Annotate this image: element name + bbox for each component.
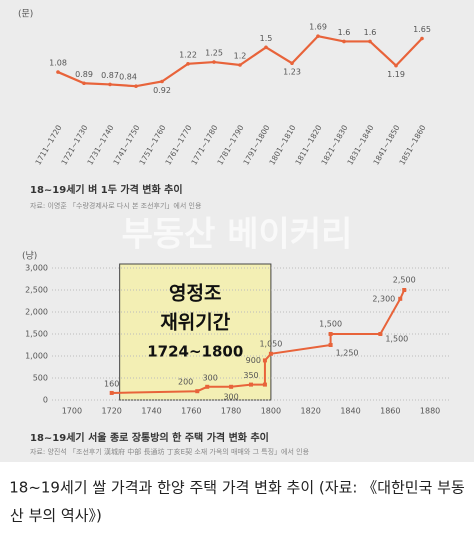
data-label: 1,250 (336, 349, 359, 358)
data-label: 900 (246, 356, 261, 365)
data-label: 160 (104, 379, 119, 388)
y-tick-label: 2,500 (25, 286, 48, 295)
data-point (134, 84, 138, 88)
x-tick-label: 1760 (181, 407, 201, 416)
data-point (378, 332, 383, 336)
data-point (56, 70, 60, 74)
data-label: 0.84 (119, 73, 137, 82)
data-point (290, 61, 294, 66)
data-point (229, 384, 234, 389)
chart-source: 자료: 이영훈 「수량경제사로 다시 본 조선후기」에서 인용 (30, 201, 202, 210)
data-label: 1,500 (319, 320, 342, 329)
y-unit: (냥) (22, 251, 37, 262)
y-tick-label: 0 (43, 396, 48, 405)
data-point (238, 63, 242, 67)
data-point (160, 79, 164, 84)
x-tick-label: 1720 (102, 407, 122, 416)
data-label: 350 (243, 371, 258, 380)
watermark: 부동산 베이커리 (122, 215, 353, 255)
data-point (205, 384, 210, 389)
data-point (368, 39, 372, 44)
data-point (262, 382, 267, 387)
data-label: 200 (178, 378, 193, 387)
chart-title: 18~19세기 벼 1두 가격 변화 추이 (30, 183, 183, 196)
data-point (249, 382, 253, 387)
data-label: 2,500 (393, 276, 416, 285)
data-point (195, 389, 200, 394)
y-tick-label: 500 (33, 374, 48, 383)
data-point (262, 358, 267, 363)
caption: 18~19세기 쌀 가격과 한양 주택 가격 변화 추이 (자료: 《대한민국 … (9, 479, 465, 497)
data-label: 1.08 (49, 59, 67, 68)
x-tick-label: 1820 (301, 407, 321, 416)
highlight-box (119, 263, 272, 401)
highlight-label: 영정조 (169, 283, 221, 305)
data-point (402, 288, 407, 292)
data-point (316, 34, 320, 38)
data-label: 0.89 (75, 70, 93, 79)
data-label: 1.6 (338, 28, 351, 37)
highlight-label: 1724~1800 (147, 343, 243, 361)
data-label: 1,500 (385, 335, 408, 344)
data-label: 1,050 (259, 339, 282, 348)
x-tick-label: 1840 (340, 407, 360, 416)
data-point (109, 390, 114, 395)
data-point (328, 332, 333, 336)
data-label: 1.23 (283, 68, 301, 77)
y-tick-label: 3,000 (25, 264, 48, 273)
data-label: 0.92 (153, 86, 171, 95)
highlight-label: 재위기간 (160, 312, 230, 334)
y-tick-label: 2,000 (25, 308, 48, 317)
x-tick-label: 1880 (420, 407, 440, 416)
data-label: 1.6 (364, 28, 377, 37)
chart-title: 18~19세기 서울 종로 장통방의 한 주택 가격 변화 추이 (30, 431, 269, 444)
data-label: 0.87 (101, 71, 119, 80)
y-tick-label: 1,500 (25, 330, 48, 339)
x-tick-label: 1860 (380, 407, 400, 416)
data-label: 1.25 (205, 49, 223, 58)
y-tick-label: 1,000 (25, 352, 48, 361)
data-point (328, 343, 333, 347)
data-point (186, 62, 190, 66)
x-tick-label: 1740 (141, 407, 161, 416)
x-tick-label: 1780 (221, 407, 241, 416)
data-point (398, 296, 403, 301)
data-label: 2,300 (372, 294, 395, 303)
caption: 산 부의 역사》) (10, 507, 102, 525)
data-label: 1.65 (413, 25, 431, 34)
data-point (342, 39, 346, 44)
data-label: 1.22 (179, 50, 197, 59)
x-tick-label: 1800 (261, 407, 281, 416)
chart-source: 자료: 양진석 「조선후기 漢城府 中部 長通坊 丁亥E契 소재 가옥의 매매와… (30, 447, 310, 456)
data-label: 1.69 (309, 23, 327, 32)
data-label: 300 (203, 373, 218, 382)
data-label: 1.19 (387, 70, 405, 79)
data-point (82, 81, 86, 86)
data-label: 300 (223, 392, 238, 401)
y-unit: (문) (18, 9, 33, 20)
data-point (420, 36, 424, 41)
data-label: 1.5 (260, 34, 273, 43)
data-label: 1.2 (234, 52, 247, 61)
x-tick-label: 1700 (62, 407, 82, 416)
data-point (212, 60, 216, 64)
data-point (264, 45, 268, 50)
data-point (108, 82, 112, 87)
data-point (268, 351, 273, 356)
data-point (394, 63, 398, 68)
